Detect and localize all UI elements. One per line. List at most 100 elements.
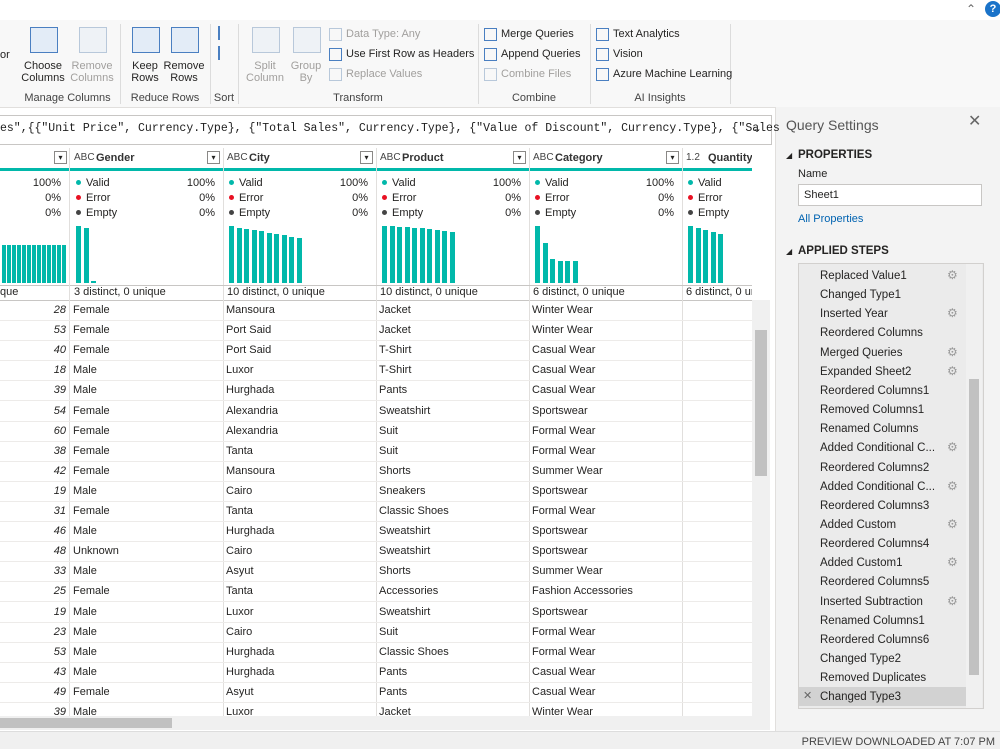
column-header[interactable]: ABC Product — [376, 148, 529, 168]
ribbon-group-label: AI Insights — [634, 92, 686, 104]
all-properties-link[interactable]: All Properties — [798, 213, 864, 225]
applied-step[interactable]: Reordered Columns6 — [799, 630, 966, 649]
applied-step[interactable]: Added Conditional C... ⚙ — [799, 477, 966, 496]
formula-expand[interactable]: ⌄ — [752, 121, 763, 135]
applied-step[interactable]: Reordered Columns2 — [799, 458, 966, 477]
applied-step[interactable]: Reordered Columns — [799, 323, 966, 342]
ribbon-item[interactable]: Merge Queries — [484, 27, 614, 43]
cell: 60 — [53, 424, 66, 437]
applied-step[interactable]: Reordered Columns4 — [799, 534, 966, 553]
step-settings[interactable]: ⚙ — [947, 593, 958, 608]
step-settings[interactable]: ⚙ — [947, 478, 958, 493]
applied-step[interactable]: Reordered Columns5 — [799, 572, 966, 591]
cell: Sportswear — [532, 525, 588, 538]
profile-label: Error — [392, 192, 417, 204]
query-name-input[interactable]: Sheet1 — [798, 184, 982, 206]
scroll-thumb[interactable] — [0, 718, 172, 728]
cell: Accessories — [379, 585, 439, 598]
sort-icon[interactable] — [218, 46, 232, 60]
applied-step[interactable]: Added Conditional C... ⚙ — [799, 438, 966, 457]
column-name: City — [249, 152, 270, 164]
ribbon-separator — [120, 24, 121, 104]
column-header[interactable]: ABC City — [223, 148, 376, 168]
step-name: Changed Type2 — [820, 653, 901, 665]
ribbon-item[interactable]: Text Analytics — [596, 27, 726, 43]
help-button[interactable]: ? — [985, 1, 1000, 17]
ribbon-item[interactable]: Azure Machine Learning — [596, 67, 732, 83]
cell: Tanta — [226, 585, 253, 598]
profile-percent: 0% — [505, 207, 521, 219]
scroll-thumb[interactable] — [755, 330, 767, 476]
steps-scroll-thumb[interactable] — [969, 379, 979, 675]
ribbon-item[interactable]: Use First Row as Headers — [329, 47, 474, 63]
step-settings[interactable]: ⚙ — [947, 344, 958, 359]
applied-step[interactable]: ✕ Changed Type3 — [799, 687, 966, 707]
step-settings[interactable]: ⚙ — [947, 440, 958, 455]
step-settings[interactable]: ⚙ — [947, 363, 958, 378]
cell: 53 — [53, 324, 66, 337]
ribbon-button[interactable]: Choose Columns — [15, 24, 71, 88]
section-caret[interactable]: ◢ — [786, 247, 793, 256]
ribbon-item[interactable]: Append Queries — [484, 47, 614, 63]
step-settings[interactable]: ⚙ — [947, 268, 958, 282]
step-name: Expanded Sheet2 — [820, 365, 912, 378]
ribbon-item[interactable]: Replace Values — [329, 67, 459, 83]
column-dropdown[interactable]: ▾ — [666, 151, 679, 164]
applied-step[interactable]: Merged Queries ⚙ — [799, 343, 966, 362]
applied-step[interactable]: Changed Type2 — [799, 649, 966, 668]
ribbon-button[interactable]: Keep Rows — [117, 24, 173, 88]
column-dropdown[interactable]: ▾ — [207, 151, 220, 164]
applied-step[interactable]: Added Custom ⚙ — [799, 515, 966, 534]
step-settings[interactable]: ⚙ — [947, 306, 958, 321]
profile-dot — [688, 195, 693, 200]
column-header[interactable]: ABC Gender — [70, 148, 223, 168]
button-text: Column — [246, 72, 284, 84]
cell: Formal Wear — [532, 424, 596, 437]
column-dropdown[interactable]: ▾ — [360, 151, 373, 164]
ribbon-item[interactable]: Combine Files — [484, 67, 614, 83]
collapse-ribbon[interactable]: ⌃ — [966, 2, 977, 16]
applied-step[interactable]: Renamed Columns — [799, 419, 966, 438]
cell: 48 — [53, 545, 66, 558]
vertical-scrollbar[interactable] — [752, 300, 770, 716]
sort-icon[interactable] — [218, 26, 232, 40]
applied-step[interactable]: Reordered Columns3 — [799, 496, 966, 515]
cell: 39 — [53, 384, 66, 397]
column-dropdown[interactable]: ▾ — [513, 151, 526, 164]
applied-step[interactable]: Reordered Columns1 — [799, 381, 966, 400]
horizontal-scrollbar[interactable] — [0, 716, 770, 730]
ribbon-button[interactable]: Split Column — [237, 24, 293, 88]
applied-step[interactable]: Expanded Sheet2 ⚙ — [799, 362, 966, 381]
applied-step[interactable]: Renamed Columns1 — [799, 611, 966, 630]
ribbon-group-label: Sort — [213, 92, 235, 104]
ribbon-button[interactable]: Group By — [278, 24, 334, 88]
applied-step[interactable]: Changed Type1 — [799, 285, 966, 304]
section-caret[interactable]: ◢ — [786, 151, 793, 160]
ribbon-item[interactable]: Data Type: Any — [329, 27, 459, 43]
column-dropdown[interactable]: ▾ — [54, 151, 67, 164]
step-settings[interactable]: ⚙ — [947, 516, 958, 531]
step-settings[interactable]: ⚙ — [947, 555, 958, 570]
step-name: Renamed Columns — [820, 423, 919, 436]
applied-step[interactable]: Removed Columns1 — [799, 400, 966, 419]
histogram-bar — [266, 233, 272, 283]
ribbon-button[interactable]: Remove Columns — [64, 24, 120, 88]
applied-step[interactable]: Inserted Year ⚙ — [799, 304, 966, 323]
profile-percent: 100% — [645, 177, 674, 189]
column-header[interactable]: 1.2 Quantity — [682, 148, 752, 168]
column-header[interactable]: ABC Category — [529, 148, 682, 168]
ribbon-button[interactable]: Remove Rows — [156, 24, 212, 88]
applied-step[interactable]: Replaced Value1 ⚙ — [799, 266, 966, 285]
histogram-bar — [434, 230, 440, 283]
applied-step[interactable]: Added Custom1 ⚙ — [799, 553, 966, 572]
column-border — [529, 148, 530, 716]
item-icon — [329, 48, 342, 61]
close-pane[interactable]: ✕ — [968, 113, 982, 130]
histogram-bar — [572, 260, 578, 283]
applied-step[interactable]: Inserted Subtraction ⚙ — [799, 592, 966, 611]
cell: 25 — [53, 585, 66, 598]
delete-step[interactable]: ✕ — [803, 690, 813, 703]
applied-step[interactable]: Removed Duplicates — [799, 668, 966, 687]
ribbon-item[interactable]: Vision — [596, 47, 726, 63]
cell: Male — [73, 525, 97, 538]
